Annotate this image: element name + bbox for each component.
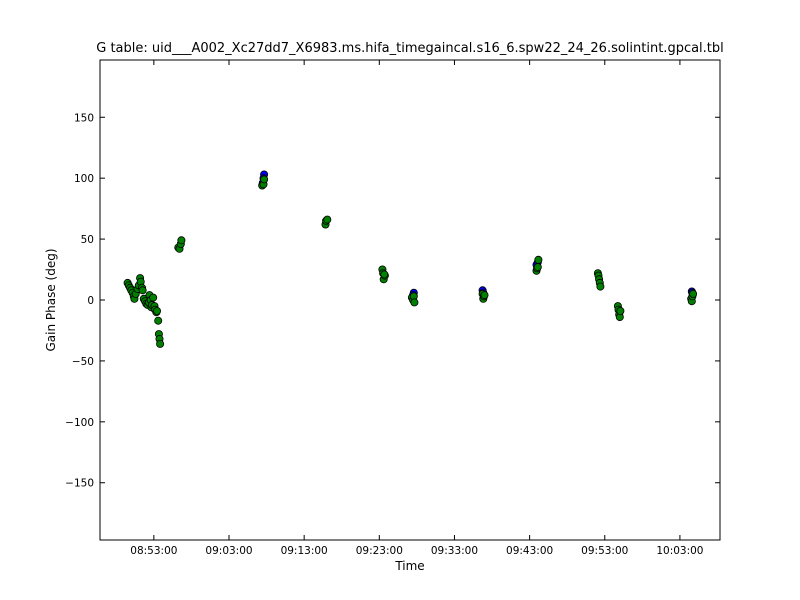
data-point bbox=[156, 339, 165, 348]
data-point bbox=[534, 255, 543, 264]
y-tick-label: 100 bbox=[74, 173, 94, 185]
data-point bbox=[323, 215, 332, 224]
x-tick-label: 09:23:00 bbox=[356, 545, 403, 557]
data-point bbox=[533, 263, 542, 272]
x-tick-label: 08:53:00 bbox=[130, 545, 177, 557]
data-point bbox=[149, 293, 158, 302]
data-point bbox=[380, 270, 389, 279]
data-point bbox=[410, 298, 419, 307]
y-tick-label: 150 bbox=[74, 112, 94, 124]
series-1 bbox=[123, 175, 698, 348]
data-point bbox=[138, 286, 147, 295]
data-point bbox=[260, 175, 269, 184]
y-tick-label: −50 bbox=[72, 356, 94, 368]
data-point bbox=[596, 282, 605, 291]
data-point bbox=[154, 316, 163, 325]
data-point bbox=[152, 306, 161, 315]
x-tick-label: 09:13:00 bbox=[281, 545, 328, 557]
x-tick-label: 09:33:00 bbox=[431, 545, 478, 557]
y-tick-label: 0 bbox=[87, 295, 94, 307]
data-points bbox=[123, 170, 698, 348]
x-tick-label: 09:43:00 bbox=[506, 545, 553, 557]
x-axis-label: Time bbox=[394, 559, 424, 573]
x-tick-label: 10:03:00 bbox=[656, 545, 703, 557]
x-tick-label: 09:03:00 bbox=[205, 545, 252, 557]
y-tick-label: −100 bbox=[65, 417, 94, 429]
series-0 bbox=[258, 170, 697, 300]
chart-title: G table: uid___A002_Xc27dd7_X6983.ms.hif… bbox=[96, 41, 724, 56]
data-point bbox=[177, 236, 186, 245]
data-point bbox=[616, 306, 625, 315]
data-point bbox=[480, 291, 489, 300]
plot-frame bbox=[99, 59, 721, 541]
y-tick-label: −150 bbox=[65, 478, 94, 490]
y-axis-label: Gain Phase (deg) bbox=[44, 248, 58, 351]
y-tick-label: 50 bbox=[81, 234, 94, 246]
x-tick-label: 09:53:00 bbox=[581, 545, 628, 557]
axis-ticks: 08:53:00 09:03:00 09:13:00 09:23:00 09:33:00… bbox=[65, 60, 720, 557]
data-point bbox=[689, 289, 698, 298]
